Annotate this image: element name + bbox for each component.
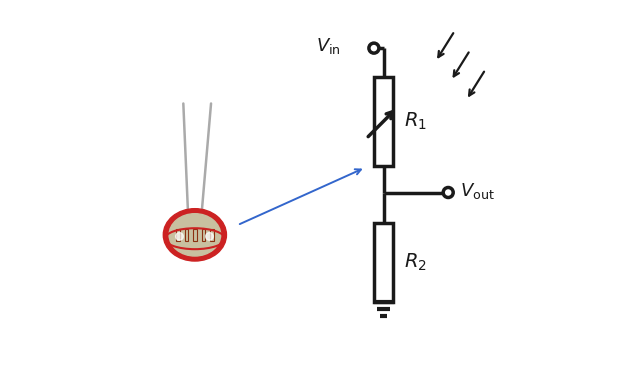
Circle shape xyxy=(205,233,213,240)
Bar xyxy=(193,229,196,241)
Bar xyxy=(185,229,188,241)
Text: $R_1$: $R_1$ xyxy=(404,110,427,132)
Text: $V_{\rm out}$: $V_{\rm out}$ xyxy=(460,181,495,201)
Ellipse shape xyxy=(169,214,221,256)
Circle shape xyxy=(369,43,379,53)
Text: $R_2$: $R_2$ xyxy=(404,252,427,273)
Bar xyxy=(374,223,393,302)
Ellipse shape xyxy=(163,209,227,261)
Text: $V_{\rm in}$: $V_{\rm in}$ xyxy=(316,36,341,56)
Circle shape xyxy=(175,233,183,240)
Bar xyxy=(374,77,393,166)
Bar xyxy=(202,229,205,241)
Circle shape xyxy=(444,187,453,198)
Bar xyxy=(176,229,180,241)
Bar xyxy=(210,229,214,241)
